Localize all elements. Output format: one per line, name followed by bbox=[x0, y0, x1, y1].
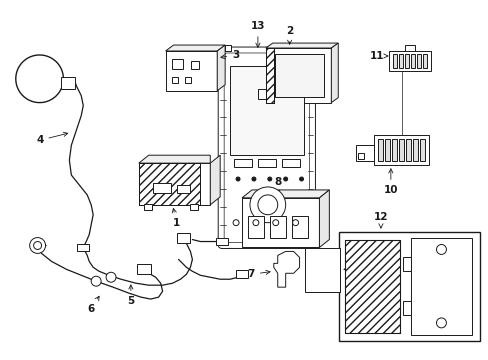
Bar bbox=[357, 153, 364, 159]
Bar bbox=[373, 135, 427, 165]
Text: 2: 2 bbox=[285, 26, 293, 44]
Bar bbox=[185, 77, 191, 83]
Circle shape bbox=[267, 177, 271, 181]
Bar bbox=[339, 231, 479, 341]
Bar bbox=[410, 54, 414, 68]
Bar bbox=[61, 77, 75, 89]
Text: 7: 7 bbox=[247, 269, 269, 279]
Bar bbox=[171, 59, 183, 69]
Bar bbox=[171, 77, 177, 83]
Bar bbox=[247, 216, 264, 238]
Bar bbox=[274, 54, 324, 96]
Text: 3: 3 bbox=[221, 50, 239, 60]
Circle shape bbox=[436, 244, 446, 255]
Bar bbox=[265, 48, 331, 103]
Text: 4: 4 bbox=[36, 132, 68, 145]
Circle shape bbox=[292, 220, 298, 226]
Bar bbox=[402, 257, 410, 271]
Polygon shape bbox=[319, 190, 328, 247]
Bar bbox=[176, 233, 190, 243]
Bar bbox=[410, 238, 471, 335]
Bar bbox=[257, 89, 265, 99]
Bar bbox=[139, 163, 210, 205]
Bar bbox=[398, 139, 403, 161]
Bar bbox=[419, 139, 424, 161]
Circle shape bbox=[249, 187, 285, 223]
Text: 12: 12 bbox=[373, 212, 387, 228]
Circle shape bbox=[251, 177, 255, 181]
Text: 13: 13 bbox=[250, 21, 264, 47]
Text: 5: 5 bbox=[127, 285, 134, 306]
Bar bbox=[345, 239, 399, 333]
Bar bbox=[384, 139, 389, 161]
Bar bbox=[398, 54, 402, 68]
Bar bbox=[216, 238, 228, 246]
Bar bbox=[152, 183, 170, 193]
Circle shape bbox=[436, 318, 446, 328]
Bar bbox=[143, 204, 151, 210]
Text: 6: 6 bbox=[87, 296, 99, 314]
Bar bbox=[281, 159, 299, 167]
Bar bbox=[377, 139, 382, 161]
Bar bbox=[291, 216, 307, 238]
Circle shape bbox=[272, 220, 278, 226]
FancyBboxPatch shape bbox=[224, 53, 309, 243]
Bar bbox=[404, 45, 414, 51]
Bar bbox=[402, 301, 410, 315]
Bar bbox=[304, 248, 340, 292]
Circle shape bbox=[91, 276, 101, 286]
Bar bbox=[176, 185, 190, 193]
Bar bbox=[345, 239, 399, 333]
Bar bbox=[236, 270, 247, 278]
Text: 1: 1 bbox=[172, 208, 180, 228]
Bar bbox=[392, 54, 396, 68]
Bar bbox=[224, 45, 231, 51]
Bar bbox=[230, 66, 303, 155]
Text: 10: 10 bbox=[383, 169, 397, 195]
Bar bbox=[165, 51, 217, 91]
Polygon shape bbox=[217, 45, 224, 91]
Bar bbox=[257, 159, 275, 167]
Bar bbox=[191, 61, 199, 69]
Text: 9: 9 bbox=[343, 264, 358, 274]
Polygon shape bbox=[273, 251, 299, 287]
Bar bbox=[139, 163, 200, 205]
Polygon shape bbox=[331, 43, 338, 103]
Bar bbox=[388, 51, 429, 71]
Bar bbox=[139, 163, 200, 205]
Polygon shape bbox=[210, 155, 220, 205]
Circle shape bbox=[106, 272, 116, 282]
Bar bbox=[422, 54, 426, 68]
Bar bbox=[412, 139, 417, 161]
Circle shape bbox=[252, 220, 258, 226]
Bar bbox=[137, 264, 150, 274]
FancyBboxPatch shape bbox=[218, 47, 315, 248]
Bar bbox=[416, 54, 420, 68]
Bar bbox=[190, 204, 198, 210]
Circle shape bbox=[30, 238, 45, 253]
Bar bbox=[265, 48, 273, 103]
Bar bbox=[77, 243, 89, 251]
Bar bbox=[234, 159, 251, 167]
Circle shape bbox=[257, 195, 277, 215]
Polygon shape bbox=[242, 190, 328, 198]
Bar bbox=[404, 54, 408, 68]
Polygon shape bbox=[165, 45, 224, 51]
Circle shape bbox=[299, 177, 303, 181]
Polygon shape bbox=[139, 155, 210, 163]
Bar bbox=[355, 145, 373, 161]
Text: 8: 8 bbox=[274, 177, 281, 194]
Circle shape bbox=[233, 220, 239, 226]
Bar bbox=[269, 216, 285, 238]
Polygon shape bbox=[265, 43, 338, 48]
Text: 11: 11 bbox=[368, 51, 387, 61]
Circle shape bbox=[283, 177, 287, 181]
Circle shape bbox=[34, 242, 41, 249]
Bar bbox=[265, 48, 273, 103]
Bar bbox=[391, 139, 396, 161]
Bar bbox=[242, 198, 319, 247]
Bar bbox=[405, 139, 410, 161]
Circle shape bbox=[236, 177, 240, 181]
